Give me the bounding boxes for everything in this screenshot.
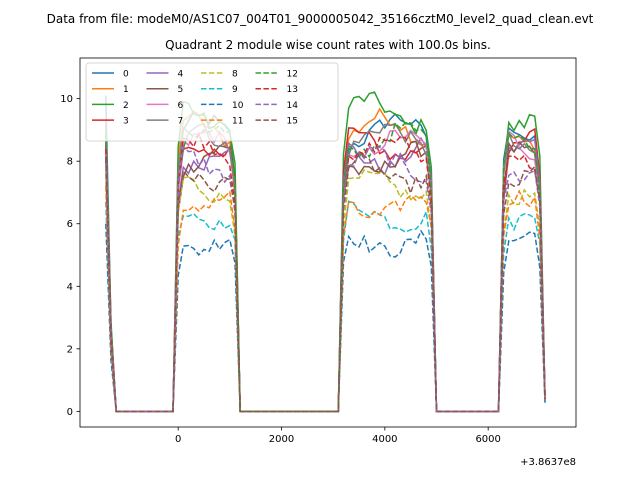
legend-label-6: 6 [178,101,184,111]
legend-label-13: 13 [287,85,298,95]
legend-label-4: 4 [178,70,184,80]
legend-label-10: 10 [232,101,244,111]
legend-label-14: 14 [287,101,299,111]
series-line-3 [105,127,546,413]
legend-frame [85,62,339,142]
x-axis-offset-text: +3.8637e8 [520,457,576,468]
legend-label-7: 7 [178,117,184,127]
series-line-0 [105,95,546,413]
series-line-5 [105,140,546,413]
legend-label-5: 5 [178,85,184,95]
legend-label-3: 3 [123,117,129,127]
legend-label-9: 9 [232,85,238,95]
chart-title: Quadrant 2 module wise count rates with … [165,38,491,52]
x-axis-ticks: 0 2000 4000 6000 [175,427,501,445]
y-tick-label: 4 [67,282,73,293]
series-line-12 [105,121,546,413]
y-axis-ticks: 0 2 4 6 8 10 [60,94,80,418]
legend-label-12: 12 [287,70,298,80]
series-line-4 [105,136,546,413]
series-line-11 [105,186,546,413]
y-tick-label: 10 [60,94,73,105]
series-line-6 [105,129,546,413]
legend-label-8: 8 [232,70,238,80]
axes-frame [79,57,577,428]
series-line-13 [105,131,546,413]
legend-label-1: 1 [123,85,129,95]
y-tick-label: 8 [67,157,73,168]
legend-label-15: 15 [287,117,298,127]
x-tick-label: 4000 [372,434,397,445]
series-line-7 [105,120,546,413]
x-tick-label: 2000 [269,434,294,445]
series-line-8 [105,169,546,413]
series-line-9 [105,200,546,413]
x-tick-label: 6000 [475,434,500,445]
plot-series-group [105,91,546,413]
series-line-10 [105,223,546,413]
series-line-15 [105,153,546,413]
figure-suptitle: Data from file: modeM0/AS1C07_004T01_900… [47,12,594,26]
legend-label-0: 0 [123,70,129,80]
y-tick-label: 6 [67,219,73,230]
series-line-14 [105,145,546,413]
legend-label-2: 2 [123,101,129,111]
y-tick-label: 0 [67,407,73,418]
y-tick-label: 2 [67,344,73,355]
legend-label-11: 11 [232,117,243,127]
x-tick-label: 0 [175,434,181,445]
series-line-1 [105,107,546,413]
